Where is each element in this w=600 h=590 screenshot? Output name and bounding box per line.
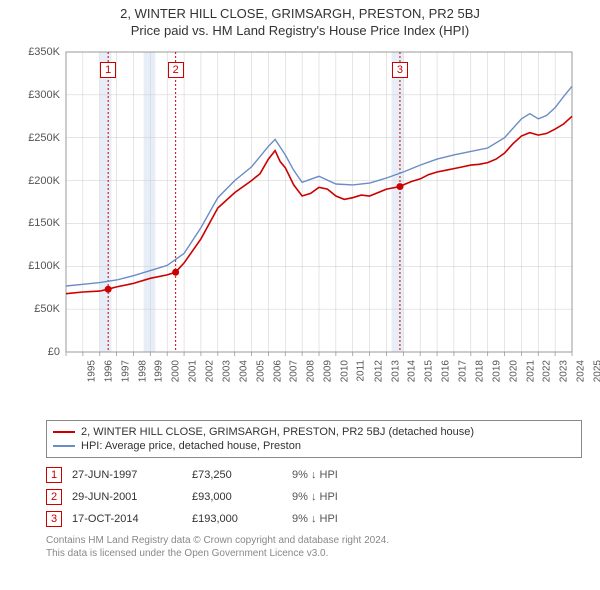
legend-item: HPI: Average price, detached house, Pres… [53,439,575,453]
x-axis-label: 2022 [542,360,553,382]
y-axis-label: £50K [20,303,60,315]
x-axis-label: 1996 [103,360,114,382]
x-axis-label: 2011 [355,360,366,382]
legend-swatch-red [53,431,75,433]
table-row: 2 29-JUN-2001 £93,000 9% ↓ HPI [46,486,582,508]
x-axis-label: 2004 [238,360,249,382]
legend-label: HPI: Average price, detached house, Pres… [81,440,301,452]
x-axis-label: 1999 [154,360,165,382]
x-axis-label: 2008 [306,360,317,382]
x-axis-label: 2025 [592,360,600,382]
marker-badge: 1 [46,467,62,483]
sales-table: 1 27-JUN-1997 £73,250 9% ↓ HPI 2 29-JUN-… [46,464,582,530]
x-axis-label: 2013 [390,360,401,382]
y-axis-label: £250K [20,132,60,144]
x-axis-label: 2014 [407,360,418,382]
y-axis-label: £100K [20,260,60,272]
x-axis-label: 1995 [86,360,97,382]
sale-price: £93,000 [192,491,282,503]
x-axis-label: 1998 [137,360,148,382]
y-axis-label: £350K [20,46,60,58]
y-axis-label: £0 [20,346,60,358]
marker-badge: 3 [46,511,62,527]
sale-price: £73,250 [192,469,282,481]
y-axis-label: £200K [20,175,60,187]
legend-item: 2, WINTER HILL CLOSE, GRIMSARGH, PRESTON… [53,425,575,439]
x-axis-label: 2006 [272,360,283,382]
x-axis-label: 2010 [339,360,350,382]
x-axis-label: 2018 [474,360,485,382]
chart-marker-badge: 2 [168,62,184,78]
x-axis-label: 1997 [120,360,131,382]
x-axis-label: 2009 [322,360,333,382]
x-axis-label: 2016 [440,360,451,382]
x-axis-label: 2002 [204,360,215,382]
marker-badge: 2 [46,489,62,505]
sale-price: £193,000 [192,513,282,525]
footer-line: This data is licensed under the Open Gov… [46,547,582,560]
x-axis-label: 2024 [575,360,586,382]
x-axis-label: 2001 [187,360,198,382]
sale-delta: 9% ↓ HPI [292,469,412,481]
x-axis-label: 2017 [457,360,468,382]
x-axis-label: 2012 [373,360,384,382]
chart-title: 2, WINTER HILL CLOSE, GRIMSARGH, PRESTON… [0,0,600,21]
y-axis-label: £300K [20,89,60,101]
x-axis-label: 2003 [221,360,232,382]
sale-date: 17-OCT-2014 [72,513,182,525]
chart-area: £0 £50K £100K £150K £200K £250K £300K £350K 199… [20,42,580,412]
table-row: 1 27-JUN-1997 £73,250 9% ↓ HPI [46,464,582,486]
legend-swatch-blue [53,445,75,447]
chart-subtitle: Price paid vs. HM Land Registry's House … [0,21,600,42]
x-axis-label: 2021 [525,360,536,382]
chart-marker-badge: 3 [392,62,408,78]
x-axis-label: 2023 [559,360,570,382]
x-axis-label: 2015 [424,360,435,382]
legend: 2, WINTER HILL CLOSE, GRIMSARGH, PRESTON… [46,420,582,458]
x-axis-label: 2020 [508,360,519,382]
line-chart-svg [20,42,580,412]
table-row: 3 17-OCT-2014 £193,000 9% ↓ HPI [46,508,582,530]
x-axis-label: 2019 [491,360,502,382]
x-axis-label: 2007 [289,360,300,382]
legend-label: 2, WINTER HILL CLOSE, GRIMSARGH, PRESTON… [81,426,474,438]
x-axis-label: 2005 [255,360,266,382]
sale-date: 27-JUN-1997 [72,469,182,481]
x-axis-label: 2000 [171,360,182,382]
sale-delta: 9% ↓ HPI [292,491,412,503]
sale-date: 29-JUN-2001 [72,491,182,503]
y-axis-label: £150K [20,217,60,229]
chart-marker-badge: 1 [100,62,116,78]
footer-line: Contains HM Land Registry data © Crown c… [46,534,582,547]
sale-delta: 9% ↓ HPI [292,513,412,525]
footer-attribution: Contains HM Land Registry data © Crown c… [46,534,582,560]
